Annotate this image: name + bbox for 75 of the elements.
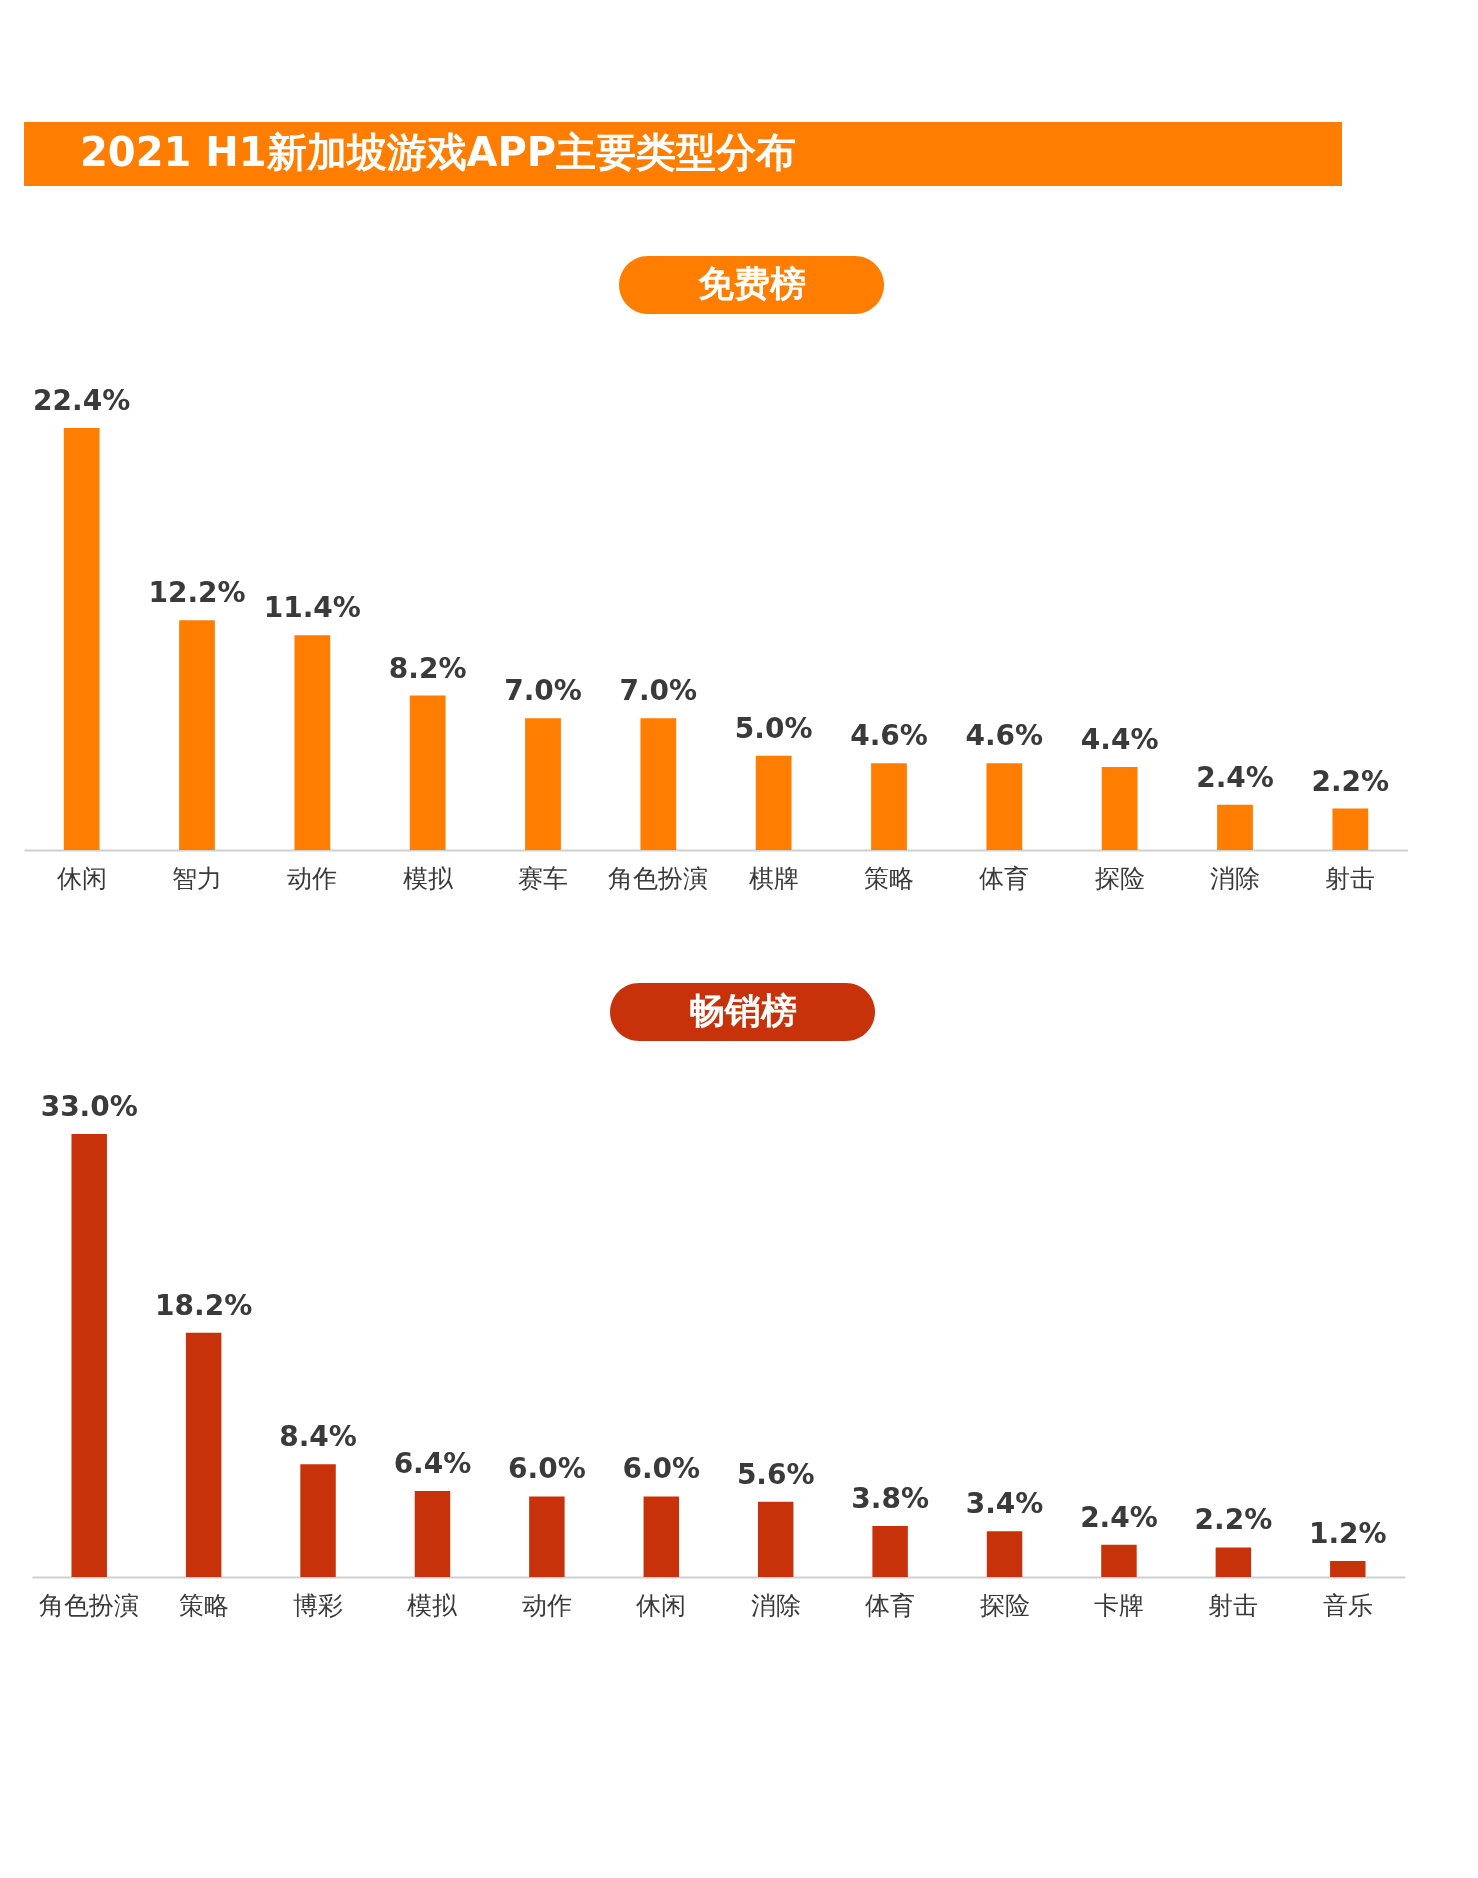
bar	[409, 695, 446, 850]
x-tick-label: 消除	[1210, 863, 1260, 893]
x-tick-label: 棋牌	[748, 863, 799, 893]
bar	[986, 1531, 1023, 1577]
x-tick-label: 探险	[979, 1590, 1030, 1620]
bar	[63, 428, 100, 850]
data-label: 7.0%	[504, 674, 582, 708]
bar	[414, 1491, 451, 1577]
x-tick-label: 消除	[750, 1590, 801, 1620]
x-tick-label: 模拟	[407, 1590, 459, 1620]
bar	[294, 635, 331, 850]
bar	[185, 1332, 222, 1577]
bar	[71, 1134, 107, 1577]
bar	[525, 718, 561, 850]
chart-subtitle: 免费榜	[697, 263, 806, 304]
data-label: 18.2%	[155, 1288, 253, 1322]
x-tick-label: 休闲	[636, 1590, 687, 1620]
chart-title: 2021 H1新加坡游戏APP主要类型分布	[80, 129, 797, 175]
data-label: 2.4%	[1196, 760, 1274, 794]
x-tick-label: 体育	[865, 1590, 916, 1620]
bar	[1332, 808, 1369, 850]
data-label: 22.4%	[33, 384, 131, 417]
data-label: 7.0%	[619, 674, 698, 708]
data-label: 4.4%	[1080, 723, 1159, 757]
data-label: 4.6%	[850, 719, 928, 753]
x-tick-label: 射击	[1208, 1590, 1259, 1620]
x-tick-label: 探险	[1094, 863, 1145, 893]
data-label: 5.6%	[736, 1457, 815, 1491]
x-tick-label: 博彩	[293, 1590, 344, 1620]
data-label: 8.2%	[388, 651, 467, 685]
x-tick-label: 赛车	[518, 863, 568, 893]
bar	[179, 620, 215, 850]
data-label: 33.0%	[40, 1090, 138, 1123]
x-tick-label: 模拟	[402, 863, 454, 893]
data-label: 1.2%	[1308, 1516, 1387, 1550]
bar	[986, 763, 1023, 850]
data-label: 12.2%	[148, 576, 246, 610]
x-tick-label: 卡牌	[1093, 1590, 1144, 1620]
data-label: 6.0%	[622, 1452, 701, 1486]
data-label: 3.4%	[965, 1487, 1044, 1521]
x-tick-label: 角色扮演	[39, 1590, 140, 1620]
data-label: 2.2%	[1311, 764, 1390, 798]
x-tick-label: 动作	[521, 1590, 572, 1620]
data-label: 6.4%	[393, 1447, 472, 1481]
x-tick-label: 动作	[287, 863, 338, 893]
x-tick-label: 体育	[979, 863, 1030, 893]
x-tick-label: 角色扮演	[608, 863, 709, 893]
x-tick-label: 策略	[864, 863, 914, 893]
bar	[300, 1464, 336, 1577]
bar	[1330, 1560, 1366, 1577]
data-label: 2.4%	[1080, 1500, 1158, 1534]
x-tick-label: 策略	[178, 1590, 229, 1620]
data-label: 8.4%	[279, 1420, 357, 1454]
x-tick-label: 智力	[172, 863, 222, 893]
bar	[872, 1525, 908, 1577]
bar	[755, 755, 792, 850]
data-label: 11.4%	[263, 591, 361, 625]
data-label: 4.6%	[965, 719, 1044, 753]
bar	[871, 763, 907, 850]
data-label: 6.0%	[508, 1452, 586, 1486]
data-label: 5.0%	[734, 711, 813, 745]
data-label: 3.8%	[851, 1481, 929, 1515]
x-tick-label: 休闲	[56, 863, 107, 893]
bar	[643, 1496, 680, 1577]
bar	[640, 718, 677, 850]
x-tick-label: 音乐	[1322, 1590, 1373, 1620]
bar	[757, 1501, 794, 1577]
bar	[1215, 1547, 1252, 1577]
chart-subtitle: 畅销榜	[688, 990, 797, 1031]
bar	[1217, 804, 1253, 850]
data-label: 2.2%	[1194, 1503, 1273, 1537]
x-tick-label: 射击	[1325, 863, 1376, 893]
bar	[1101, 1544, 1137, 1577]
bar	[529, 1496, 565, 1577]
bar	[1101, 767, 1138, 850]
